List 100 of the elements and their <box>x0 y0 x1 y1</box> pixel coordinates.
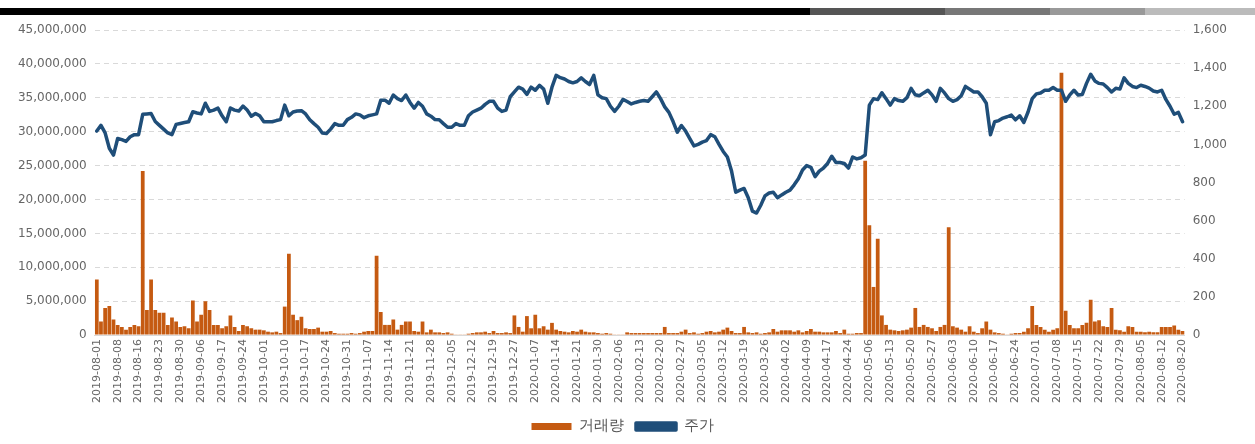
y2-tick-label: 1,400 <box>1192 60 1228 75</box>
bar <box>1118 330 1122 335</box>
bar <box>445 332 450 335</box>
x-tick-label: 2020-07-22 <box>1091 339 1105 404</box>
bar <box>1180 331 1185 335</box>
bar <box>241 324 245 335</box>
bar <box>483 331 488 335</box>
x-tick-label: 2020-06-03 <box>945 339 959 404</box>
bar <box>1147 331 1152 335</box>
bar <box>591 332 596 335</box>
bar <box>107 305 112 335</box>
bar <box>320 331 325 335</box>
y2-tick-label: 1,200 <box>1192 98 1228 113</box>
x-tick-label: 2019-10-10 <box>277 339 291 404</box>
bar <box>692 332 696 335</box>
bar <box>170 317 174 335</box>
x-tick-label: 2020-02-06 <box>611 339 625 404</box>
bar <box>1030 305 1035 335</box>
y2-tick-label: 800 <box>1192 174 1216 189</box>
bar <box>399 324 404 335</box>
x-tick-label: 2019-09-24 <box>235 339 249 404</box>
bar <box>742 326 746 335</box>
bar <box>725 327 730 335</box>
bar <box>245 326 250 335</box>
bar <box>575 331 579 335</box>
x-tick-label: 2020-06-17 <box>987 339 1001 404</box>
y2-tick-label: 400 <box>1192 250 1216 265</box>
bar <box>149 279 153 335</box>
bar <box>946 227 951 335</box>
bar <box>274 331 279 335</box>
bar <box>992 332 997 335</box>
bar <box>625 332 630 335</box>
y-tick-label: 40,000,000 <box>17 56 87 71</box>
bar <box>721 329 726 335</box>
bar <box>270 332 275 335</box>
y2-tick-label: 600 <box>1192 212 1216 227</box>
bar <box>1047 331 1051 335</box>
bar <box>1134 331 1139 335</box>
bar <box>178 326 183 335</box>
x-tick-label: 2020-02-27 <box>674 339 688 404</box>
bar <box>892 330 897 335</box>
bar <box>140 171 145 335</box>
bar <box>391 319 396 335</box>
x-tick-label: 2020-05-27 <box>924 339 938 404</box>
x-tick-label: 2019-09-06 <box>194 339 208 404</box>
bar <box>729 331 734 335</box>
bar <box>1021 331 1026 335</box>
bar <box>863 160 868 335</box>
bar <box>1138 331 1143 335</box>
bar <box>829 332 834 335</box>
bar <box>712 332 717 335</box>
bar <box>570 331 575 335</box>
x-tick-label: 2020-01-14 <box>549 339 563 404</box>
bar <box>266 331 270 335</box>
x-tick-label: 2020-07-29 <box>1112 339 1126 404</box>
bar <box>1072 328 1076 335</box>
y-tick-label: 25,000,000 <box>17 157 87 172</box>
bar <box>1151 332 1156 335</box>
x-tick-label: 2020-08-20 <box>1175 339 1189 404</box>
x-tick-label: 2020-06-10 <box>966 339 980 404</box>
bar <box>804 331 809 335</box>
bar <box>550 322 554 335</box>
bar <box>783 330 788 335</box>
bar <box>788 330 792 335</box>
bar <box>1168 326 1172 335</box>
x-tick-label: 2020-01-07 <box>528 339 542 404</box>
bar <box>984 321 989 335</box>
bar <box>934 331 939 335</box>
x-tick-label: 2020-03-19 <box>736 339 750 404</box>
bar <box>925 326 930 335</box>
bar <box>491 331 496 335</box>
bar <box>809 328 813 335</box>
x-tick-label: 2020-07-08 <box>1050 339 1064 404</box>
bar <box>1042 329 1047 335</box>
y2-tick-label: 200 <box>1192 289 1216 304</box>
x-tick-label: 2020-07-15 <box>1071 339 1085 404</box>
bar <box>558 331 563 335</box>
bar <box>249 328 254 335</box>
y-tick-label: 0 <box>79 327 87 342</box>
bar <box>316 327 320 335</box>
x-tick-label: 2020-06-24 <box>1008 339 1022 404</box>
bar <box>1143 332 1147 335</box>
x-tick-label: 2020-03-05 <box>695 339 709 404</box>
x-tick-label: 2019-12-12 <box>465 339 479 404</box>
bar <box>888 329 893 335</box>
bar <box>504 332 508 335</box>
x-tick-label: 2019-09-17 <box>214 339 228 404</box>
bar <box>959 329 964 335</box>
x-tick-label: 2020-01-30 <box>590 339 604 404</box>
y2-tick-label: 1,000 <box>1192 136 1228 151</box>
bar <box>896 331 901 335</box>
x-tick-label: 2019-08-01 <box>89 339 103 404</box>
bar <box>566 332 571 335</box>
x-tick-label: 2020-04-02 <box>778 339 792 404</box>
y-tick-label: 30,000,000 <box>17 123 87 138</box>
legend-label: 주가 <box>683 416 714 435</box>
bar <box>433 332 437 335</box>
bar <box>1051 329 1055 335</box>
bar <box>913 307 918 335</box>
x-tick-label: 2019-11-07 <box>361 339 375 404</box>
